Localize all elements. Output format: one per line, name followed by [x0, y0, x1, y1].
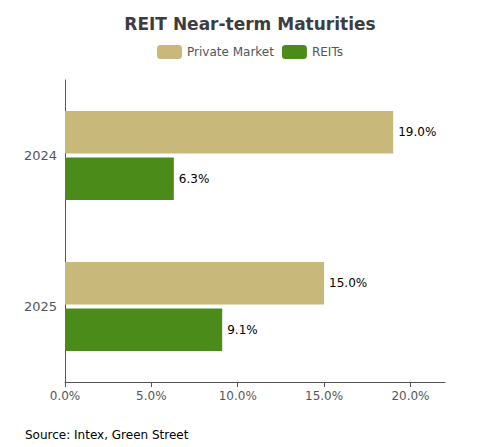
svg-text:15.0%: 15.0% — [305, 389, 343, 403]
svg-text:10.0%: 10.0% — [219, 389, 257, 403]
svg-text:15.0%: 15.0% — [329, 276, 367, 290]
svg-text:19.0%: 19.0% — [398, 125, 436, 139]
svg-text:REITs: REITs — [312, 45, 343, 59]
svg-text:Source: Intex, Green Street: Source: Intex, Green Street — [25, 428, 189, 442]
svg-text:2024: 2024 — [24, 148, 57, 163]
svg-text:9.1%: 9.1% — [227, 323, 258, 337]
svg-text:Private Market: Private Market — [187, 45, 274, 59]
svg-text:5.0%: 5.0% — [136, 389, 167, 403]
svg-text:20.0%: 20.0% — [391, 389, 429, 403]
svg-text:2025: 2025 — [24, 299, 57, 314]
svg-text:0.0%: 0.0% — [50, 389, 81, 403]
svg-text:REIT Near-term Maturities: REIT Near-term Maturities — [124, 14, 375, 34]
svg-text:6.3%: 6.3% — [179, 172, 210, 186]
